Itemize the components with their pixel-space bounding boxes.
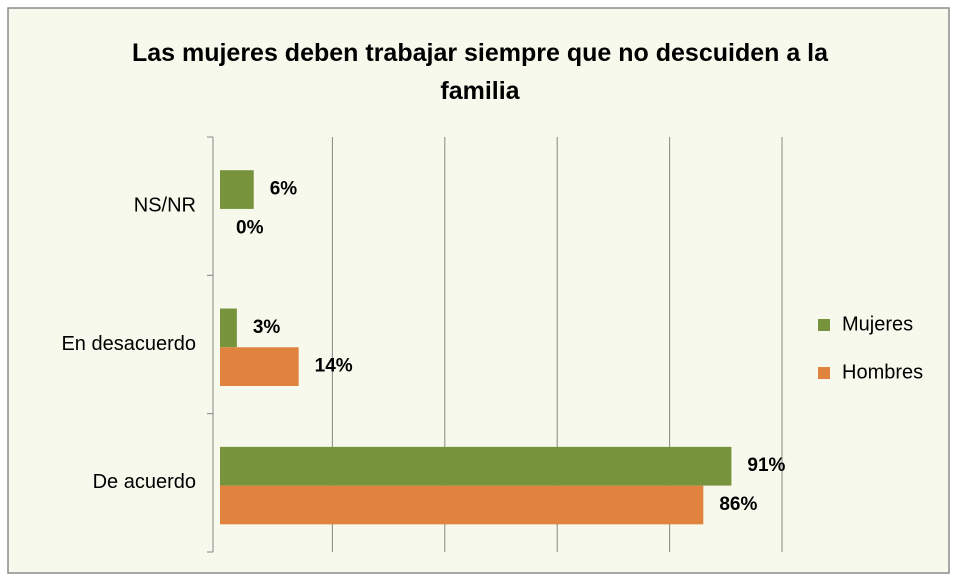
data-label: 86% xyxy=(719,494,757,515)
bar xyxy=(220,308,237,348)
chart-title: Las mujeres deben trabajar siempre que n… xyxy=(131,39,829,105)
bar xyxy=(220,485,704,525)
data-label: 0% xyxy=(236,217,264,238)
data-label: 91% xyxy=(747,455,785,476)
y-tick-label: NS/NR xyxy=(134,194,196,216)
data-label: 14% xyxy=(315,356,353,377)
bar xyxy=(220,170,254,209)
y-tick-label: En desacuerdo xyxy=(61,333,196,355)
bar xyxy=(220,347,299,386)
legend-swatch xyxy=(818,319,830,331)
legend-label: Hombres xyxy=(842,361,923,383)
bar xyxy=(220,446,732,486)
y-tick-label: De acuerdo xyxy=(93,471,196,493)
legend-swatch xyxy=(818,367,830,379)
legend-label: Mujeres xyxy=(842,313,913,335)
data-label: 3% xyxy=(253,317,281,338)
data-label: 6% xyxy=(270,179,298,200)
